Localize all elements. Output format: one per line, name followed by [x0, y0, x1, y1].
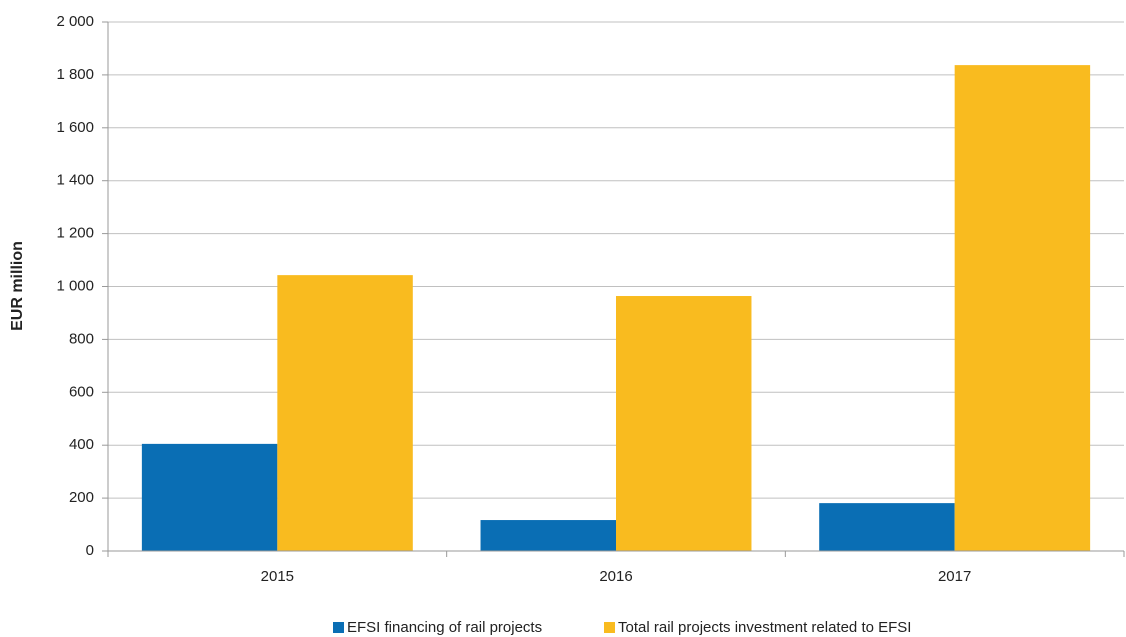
- legend-swatch: [604, 622, 615, 633]
- y-axis-title: EUR million: [9, 241, 26, 331]
- y-tick-label: 200: [69, 489, 94, 506]
- y-tick-label: 1 200: [56, 225, 94, 242]
- legend-label: Total rail projects investment related t…: [618, 619, 911, 636]
- y-tick-label: 2 000: [56, 13, 94, 30]
- bar: [616, 296, 752, 551]
- y-tick-label: 1 000: [56, 277, 94, 294]
- bar: [954, 65, 1091, 552]
- y-tick-label: 1 400: [56, 172, 94, 189]
- x-tick-label: 2017: [938, 568, 971, 585]
- y-tick-label: 600: [69, 383, 94, 400]
- legend-swatch: [333, 622, 344, 633]
- legend-label: EFSI financing of rail projects: [347, 619, 542, 636]
- y-tick-label: 0: [86, 542, 94, 559]
- y-tick-label: 400: [69, 436, 94, 453]
- bar: [819, 503, 955, 551]
- y-tick-label: 1 600: [56, 119, 94, 136]
- x-tick-label: 2016: [599, 568, 632, 585]
- bar: [277, 275, 413, 551]
- x-tick-label: 2015: [261, 568, 294, 585]
- y-tick-label: 1 800: [56, 66, 94, 83]
- bar: [141, 443, 278, 551]
- bar: [480, 520, 616, 551]
- y-tick-label: 800: [69, 330, 94, 347]
